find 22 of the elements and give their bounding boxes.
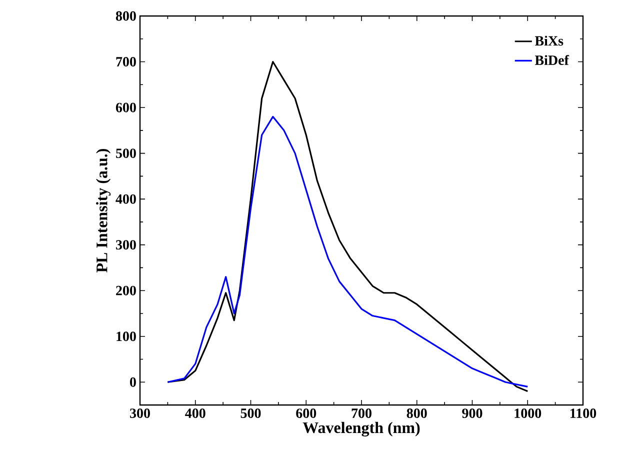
x-tick-label: 400 xyxy=(185,408,206,418)
y-tick-label: 700 xyxy=(116,57,136,66)
x-tick-label: 800 xyxy=(406,408,427,418)
x-tick-label: 1100 xyxy=(570,408,596,418)
x-tick-label: 500 xyxy=(240,408,261,418)
x-tick-label: 300 xyxy=(130,408,150,418)
x-tick-label: 700 xyxy=(352,408,372,418)
x-tick-label: 600 xyxy=(296,408,316,418)
y-tick-label: 500 xyxy=(116,148,136,158)
x-axis-title: Wavelength (nm) xyxy=(302,422,420,436)
y-tick-label: 100 xyxy=(116,332,136,342)
y-tick-label: 200 xyxy=(116,286,136,296)
legend-label: BiXs xyxy=(534,36,564,46)
y-tick-label: 300 xyxy=(116,240,136,250)
x-tick-label: 900 xyxy=(462,408,482,418)
y-tick-label: 400 xyxy=(116,194,136,204)
y-tick-label: 600 xyxy=(116,102,136,112)
y-axis-title: PL Intensity (a.u.) xyxy=(96,149,111,272)
y-tick-label: 0 xyxy=(130,377,136,387)
x-tick-label: 1000 xyxy=(514,408,542,418)
y-tick-label: 800 xyxy=(116,11,136,21)
legend-label: BiDef xyxy=(534,54,570,65)
